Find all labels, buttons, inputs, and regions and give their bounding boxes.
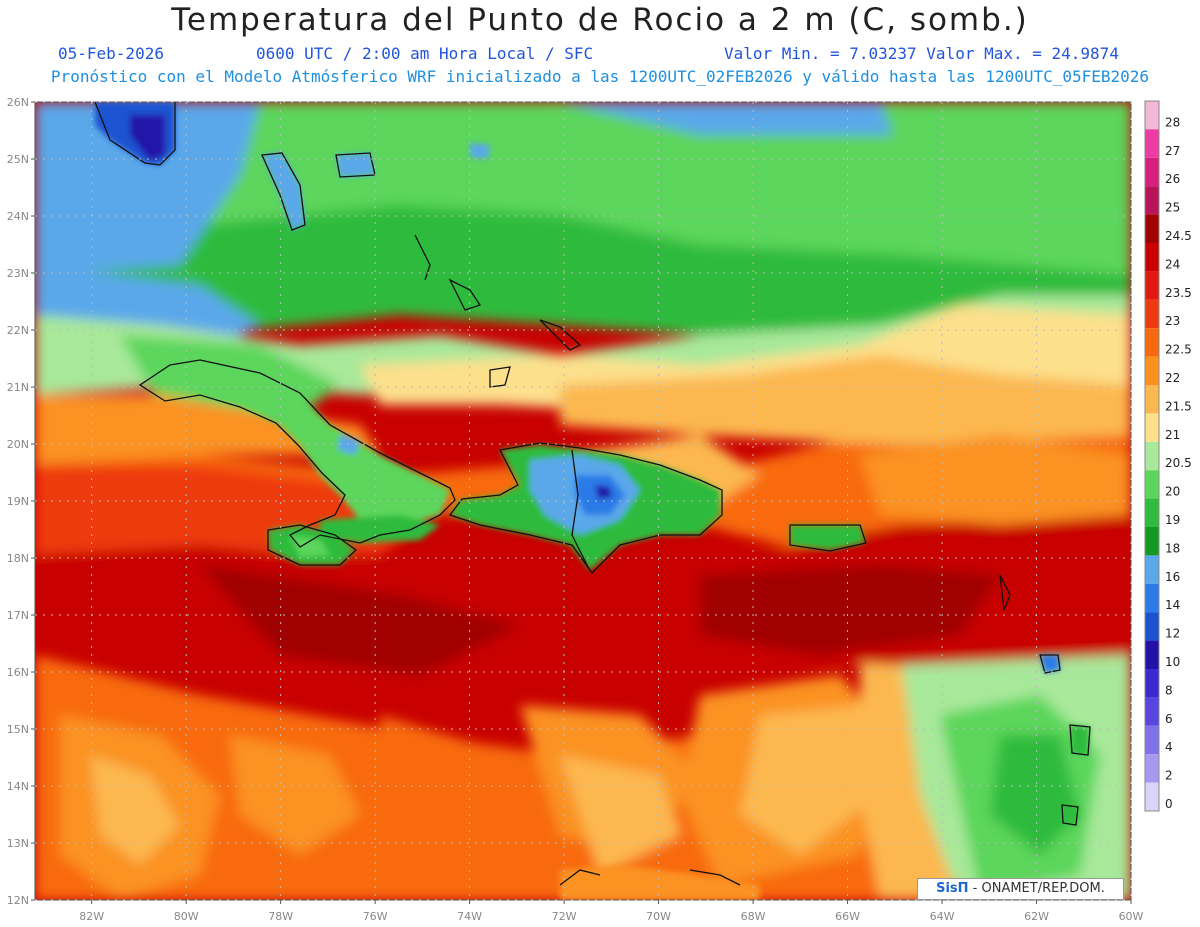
lat-label: 12N [7,894,29,907]
legend-label: 22 [1165,371,1180,385]
lon-label: 80W [174,910,199,923]
legend-label: 23.5 [1165,286,1192,300]
legend-swatch [1145,498,1159,527]
legend-swatch [1145,299,1159,329]
credit-box: SisΠ - ONAMET/REP.DOM. [917,878,1124,900]
legend-swatch [1145,725,1159,755]
lat-label: 13N [7,837,29,850]
lon-label: 72W [552,910,577,923]
legend-swatch [1145,356,1159,385]
legend-label: 27 [1165,144,1180,158]
legend-label: 8 [1165,683,1173,697]
coastlines [94,102,1091,886]
legend-label: 28 [1165,115,1180,129]
legend-label: 2 [1165,769,1173,783]
lat-label: 14N [7,780,29,793]
legend-swatch [1145,527,1159,556]
lon-label: 60W [1119,910,1144,923]
lon-label: 64W [930,910,955,923]
min-max-values: Valor Min. = 7.03237 Valor Max. = 24.987… [724,44,1119,63]
legend-swatch [1145,470,1159,499]
lon-label: 62W [1024,910,1049,923]
legend-label: 0 [1165,797,1173,811]
lat-label: 24N [7,210,29,223]
lon-label: 78W [268,910,293,923]
lat-label: 15N [7,723,29,736]
legend-label: 20.5 [1165,456,1192,470]
forecast-date: 05-Feb-2026 [58,44,164,63]
legend-label: 16 [1165,570,1180,584]
dewpoint-map: 26N 25N 24N 23N 22N 21N 20N 19N 18N 17N 16N 15N 14N 1… [7,96,1192,923]
legend-swatch [1145,612,1159,641]
forecast-time: 0600 UTC / 2:00 am Hora Local / SFC [256,44,594,63]
legend-label: 4 [1165,740,1173,754]
legend-label: 25 [1165,201,1180,215]
legend-label: 10 [1165,655,1180,669]
legend-label: 22.5 [1165,343,1192,357]
legend-swatch [1145,441,1159,471]
legend-swatch [1145,157,1159,187]
legend-label: 23 [1165,314,1180,328]
lat-lon-grid [31,101,1132,904]
legend-swatch [1145,129,1159,158]
map-title: Temperatura del Punto de Rocio a 2 m (C,… [171,2,1029,38]
legend-label: 12 [1165,627,1180,641]
color-legend: 2827262524.52423.52322.52221.52120.52019… [1144,100,1192,812]
lon-label: 68W [741,910,766,923]
legend-swatch [1145,669,1159,698]
lat-label: 21N [7,381,29,394]
legend-label: 6 [1165,712,1173,726]
lon-label: 74W [457,910,482,923]
lat-label: 18N [7,552,29,565]
dewpoint-shading [35,102,1131,900]
legend-label: 21 [1165,428,1180,442]
legend-label: 24.5 [1165,229,1192,243]
lat-label: 26N [7,96,29,109]
legend-label: 24 [1165,257,1180,271]
lon-label: 66W [835,910,860,923]
legend-label: 19 [1165,513,1180,527]
legend-swatch [1145,328,1159,357]
lat-label: 16N [7,666,29,679]
lat-label: 22N [7,324,29,337]
legend-swatch [1145,640,1159,669]
legend-swatch [1145,186,1159,215]
latitude-labels: 26N 25N 24N 23N 22N 21N 20N 19N 18N 17N 16N 15N 14N 1… [7,96,29,907]
legend-label: 20 [1165,485,1180,499]
credit-text: - ONAMET/REP.DOM. [972,881,1105,896]
legend-swatch [1145,782,1159,811]
legend-swatch [1145,754,1159,783]
lat-label: 25N [7,153,29,166]
legend-swatch [1145,101,1159,130]
sispi-brand: SisΠ [936,881,969,896]
longitude-labels: 82W 80W 78W 76W 74W 72W 70W 68W 66W 64W 62W 60W [79,910,1143,923]
legend-swatch [1145,583,1159,613]
legend-label: 26 [1165,172,1180,186]
legend-swatch [1145,243,1159,272]
lat-label: 23N [7,267,29,280]
legend-swatch [1145,413,1159,442]
lat-label: 17N [7,609,29,622]
legend-frame [1144,100,1160,812]
lat-label: 19N [7,495,29,508]
lat-label: 20N [7,438,29,451]
legend-swatch [1145,385,1159,414]
lon-label: 82W [79,910,104,923]
legend-label: 14 [1165,598,1180,612]
legend-label: 21.5 [1165,399,1192,413]
legend-swatch [1145,697,1159,726]
legend-swatch [1145,271,1159,300]
legend-swatch [1145,214,1159,243]
lon-label: 76W [363,910,388,923]
legend-swatch [1145,555,1159,584]
legend-label: 18 [1165,541,1180,555]
lon-label: 70W [646,910,671,923]
model-info: Pronóstico con el Modelo Atmósferico WRF… [50,67,1150,86]
